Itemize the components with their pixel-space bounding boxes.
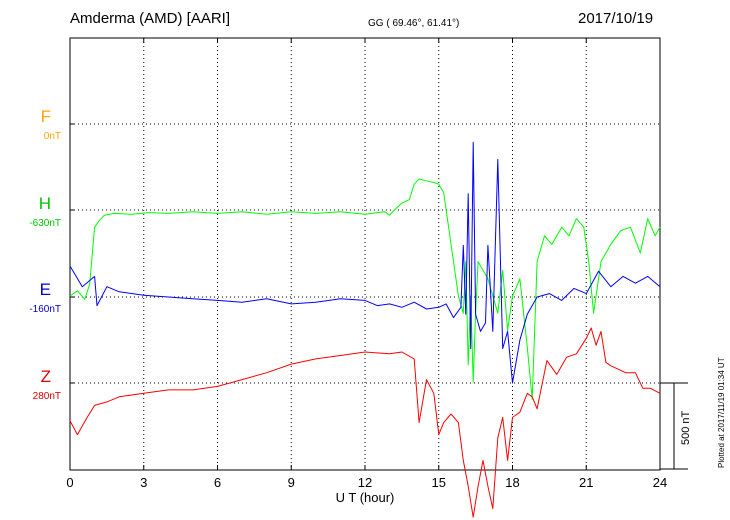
station-coordinates: GG ( 69.46°, 61.41°) <box>368 18 460 29</box>
x-tick-label: 15 <box>431 475 446 490</box>
component-label-Z: Z <box>40 367 51 386</box>
x-tick-label: 18 <box>505 475 520 490</box>
x-tick-label: 6 <box>213 475 222 490</box>
scale-bar <box>660 382 688 470</box>
date-label: 2017/10/19 <box>578 10 654 27</box>
x-tick-label: 9 <box>287 475 295 490</box>
series-line-H <box>69 178 661 400</box>
x-tick-label: 3 <box>140 475 148 490</box>
x-axis-title: U T (hour) <box>335 490 395 505</box>
series-line-Z <box>69 327 661 518</box>
x-tick-label: 21 <box>579 475 594 490</box>
x-tick-label: 0 <box>66 475 74 490</box>
baseline-value-Z: 280nT <box>32 391 61 402</box>
component-label-F: F <box>40 107 51 126</box>
station-title: Amderma (AMD) [AARI] <box>70 10 231 27</box>
chart-grid <box>70 38 660 470</box>
series-line-E <box>69 141 661 384</box>
plotted-timestamp: Plotted at 2017/11/19 01:34 UT <box>717 357 726 468</box>
chart-series <box>69 141 661 518</box>
scale-bar-label: 500 nT <box>680 410 692 445</box>
x-tick-label: 24 <box>652 475 668 490</box>
x-axis-ticks <box>69 38 661 470</box>
x-tick-label: 12 <box>357 475 373 490</box>
baseline-value-H: -630nT <box>29 218 61 229</box>
baseline-value-F: 0nT <box>43 131 61 142</box>
baseline-value-E: -160nT <box>29 304 61 315</box>
x-axis-label: U T (hour) <box>0 490 730 505</box>
component-label-H: H <box>38 194 51 213</box>
component-label-E: E <box>39 280 51 299</box>
